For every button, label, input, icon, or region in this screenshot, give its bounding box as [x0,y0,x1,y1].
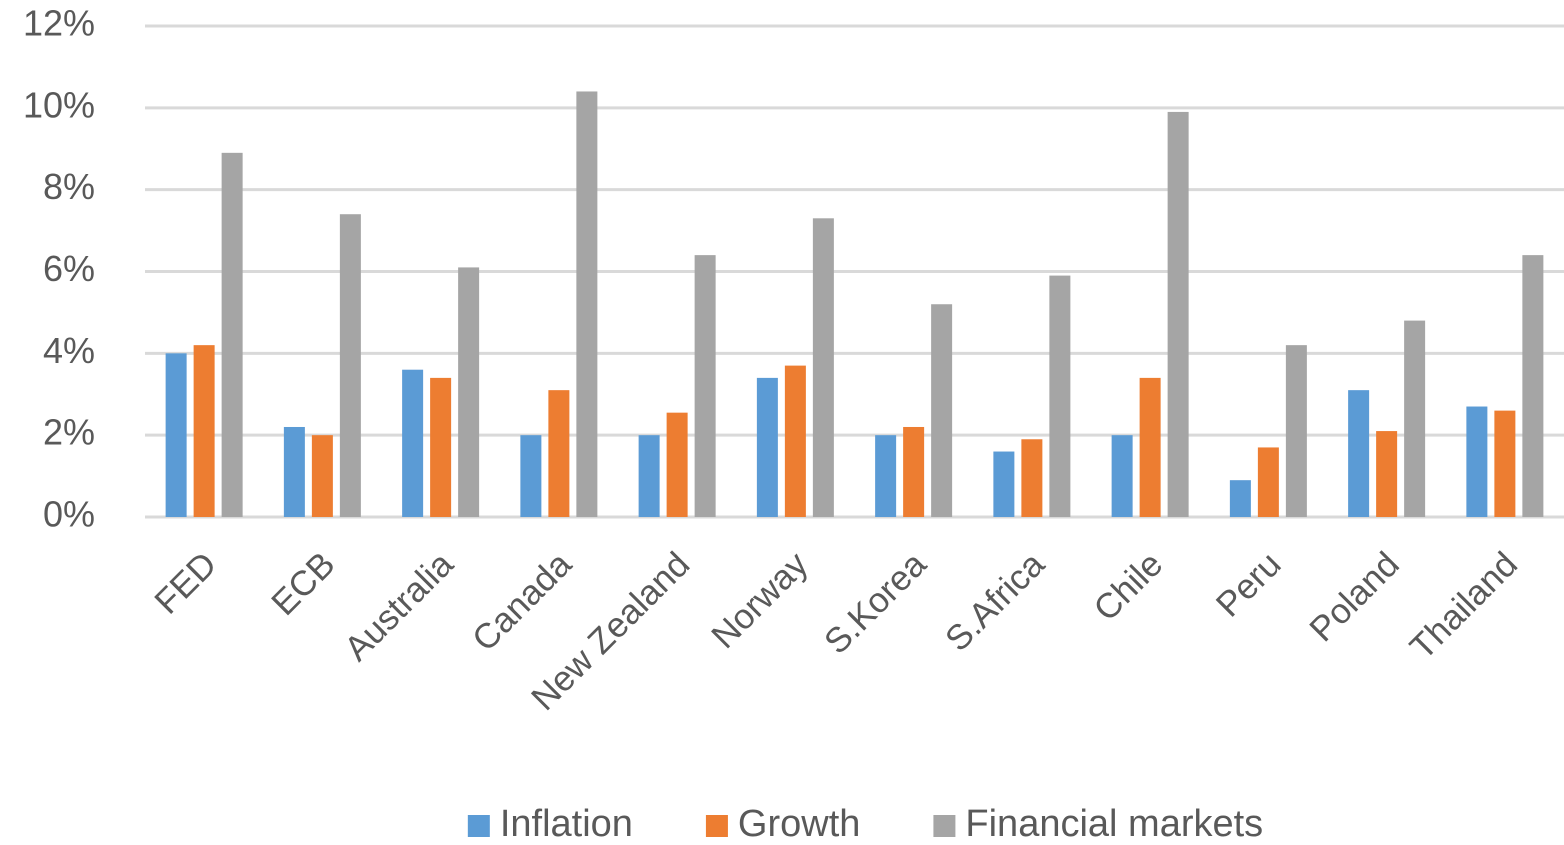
bar [1522,255,1544,517]
bar [1111,435,1133,517]
bar [666,412,688,517]
bar [694,255,716,517]
legend-swatch [467,815,490,837]
y-tick-label: 12% [23,3,95,44]
x-tick-label: FED [147,545,224,622]
x-tick-label: S.Africa [938,544,1053,659]
x-tick-label: Thailand [1403,545,1526,668]
bar [458,267,480,517]
bar [1229,480,1251,517]
bar [165,353,187,517]
bar [1348,390,1370,517]
y-tick-label: 6% [43,248,95,289]
bar [430,377,452,517]
bar [1466,406,1488,517]
bar [339,214,361,517]
bar [756,377,778,517]
bar [1139,377,1161,517]
x-tick-label: Norway [704,544,816,656]
x-tick-label: Australia [337,544,461,668]
legend-swatch [933,815,956,837]
bar [576,91,598,517]
bar [520,435,542,517]
bar [548,390,570,517]
bar [1257,447,1279,517]
bar [402,369,424,517]
y-tick-label: 10% [23,84,95,125]
legend-label: Inflation [500,803,633,845]
x-tick-label: Chile [1086,545,1170,629]
x-tick-label: Poland [1302,545,1407,650]
legend-label: Growth [738,803,860,845]
bar [875,435,897,517]
bar [283,426,305,517]
bar [903,426,925,517]
bar [1285,345,1307,517]
bar [1167,111,1189,518]
bar [638,435,660,517]
y-tick-label: 2% [43,412,95,453]
bar [812,218,834,517]
legend-swatch [705,815,728,837]
x-tick-label: Canada [465,544,580,659]
bar [193,345,215,517]
legend-label: Financial markets [965,803,1263,845]
bar [221,152,243,517]
bar [1376,431,1398,517]
x-tick-label: S.Korea [817,544,934,661]
bar [1494,410,1516,517]
bar [931,304,953,517]
y-tick-label: 0% [43,494,95,535]
bar [1021,439,1043,517]
x-tick-label: ECB [264,545,342,623]
y-tick-label: 4% [43,330,95,371]
bar [1049,275,1071,517]
bar [1404,320,1426,517]
y-tick-label: 8% [43,166,95,207]
bar [784,365,806,517]
bar [311,435,333,517]
bar [993,451,1015,517]
x-tick-label: Peru [1209,545,1289,625]
